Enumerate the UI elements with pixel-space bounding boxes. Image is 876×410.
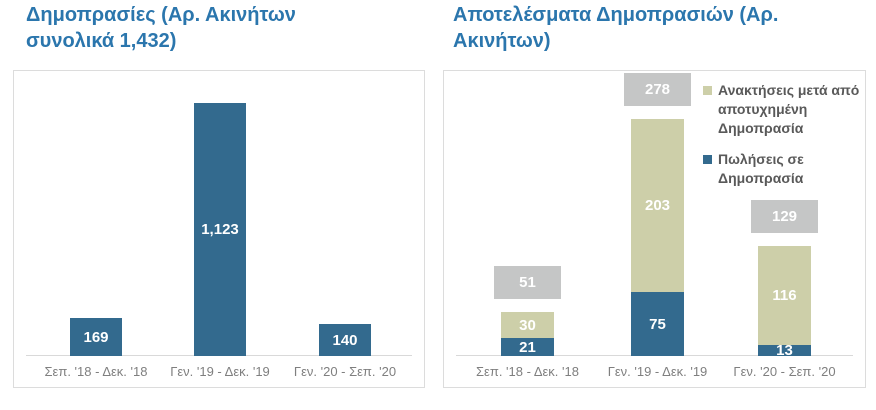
bar-value-label: 1,123	[201, 221, 239, 238]
right-chart-title: Αποτελέσματα Δημοπρασιών (Αρ. Ακινήτων)	[453, 4, 779, 52]
legend: Ανακτήσεις μετά από αποτυχημένη Δημοπρασ…	[703, 81, 861, 200]
segment-value-label: 116	[772, 287, 797, 304]
x-tick-label: Γεν. '19 - Δεκ. '19	[607, 364, 708, 379]
legend-swatch	[703, 86, 712, 95]
segment-value-label: 75	[649, 315, 666, 333]
x-tick-label: Γεν. '19 - Δεκ. '19	[170, 364, 270, 379]
total-value-label: 51	[519, 274, 536, 291]
segment-value-label: 203	[644, 197, 671, 214]
segment-value-label: 30	[519, 316, 536, 334]
total-value-label: 278	[644, 81, 671, 98]
x-tick-label: Γεν. '20 - Σεπ. '20	[293, 364, 397, 379]
x-tick-label: Σεπ. '18 - Δεκ. '18	[44, 364, 148, 379]
total-badge: 278	[624, 73, 691, 106]
segment-value-label: 21	[519, 338, 536, 356]
left-chart-title: Δημοπρασίες (Αρ. Ακινήτων συνολικά 1,432…	[26, 4, 296, 52]
total-badge: 51	[494, 266, 561, 299]
segment-value-label: 13	[776, 342, 793, 359]
legend-label: Ανακτήσεις μετά από αποτυχημένη Δημοπρασ…	[718, 82, 860, 136]
right-chart-panel: 21 30 51 Σεπ. '18 - Δεκ. '18 75 203 278 Γεν. '1…	[443, 70, 866, 388]
stack-segment-recoveries: 203	[631, 119, 684, 292]
stack-segment-sales: 21	[501, 338, 554, 356]
stack-segment-sales: 13	[758, 342, 811, 359]
left-chart-panel: 169 Σεπ. '18 - Δεκ. '18 1,123 Γεν. '19 - Δε…	[13, 70, 425, 388]
total-badge: 129	[751, 200, 818, 233]
legend-label: Πωλήσεις σε Δημοπρασία	[718, 151, 804, 186]
bar: 169	[70, 318, 122, 356]
stack-segment-recoveries: 116	[758, 246, 811, 345]
bar: 140	[319, 324, 371, 356]
total-value-label: 129	[771, 208, 798, 225]
stack-segment-sales: 75	[631, 292, 684, 356]
stack-segment-recoveries: 30	[501, 312, 554, 338]
bar-value-label: 140	[332, 331, 358, 349]
legend-item: Ανακτήσεις μετά από αποτυχημένη Δημοπρασ…	[703, 81, 861, 138]
legend-swatch	[703, 155, 712, 164]
x-tick-label: Σεπ. '18 - Δεκ. '18	[476, 364, 579, 379]
bar-value-label: 169	[83, 328, 109, 346]
bar: 1,123	[194, 103, 246, 356]
legend-item: Πωλήσεις σε Δημοπρασία	[703, 150, 861, 188]
x-tick-label: Γεν. '20 - Σεπ. '20	[733, 364, 836, 379]
